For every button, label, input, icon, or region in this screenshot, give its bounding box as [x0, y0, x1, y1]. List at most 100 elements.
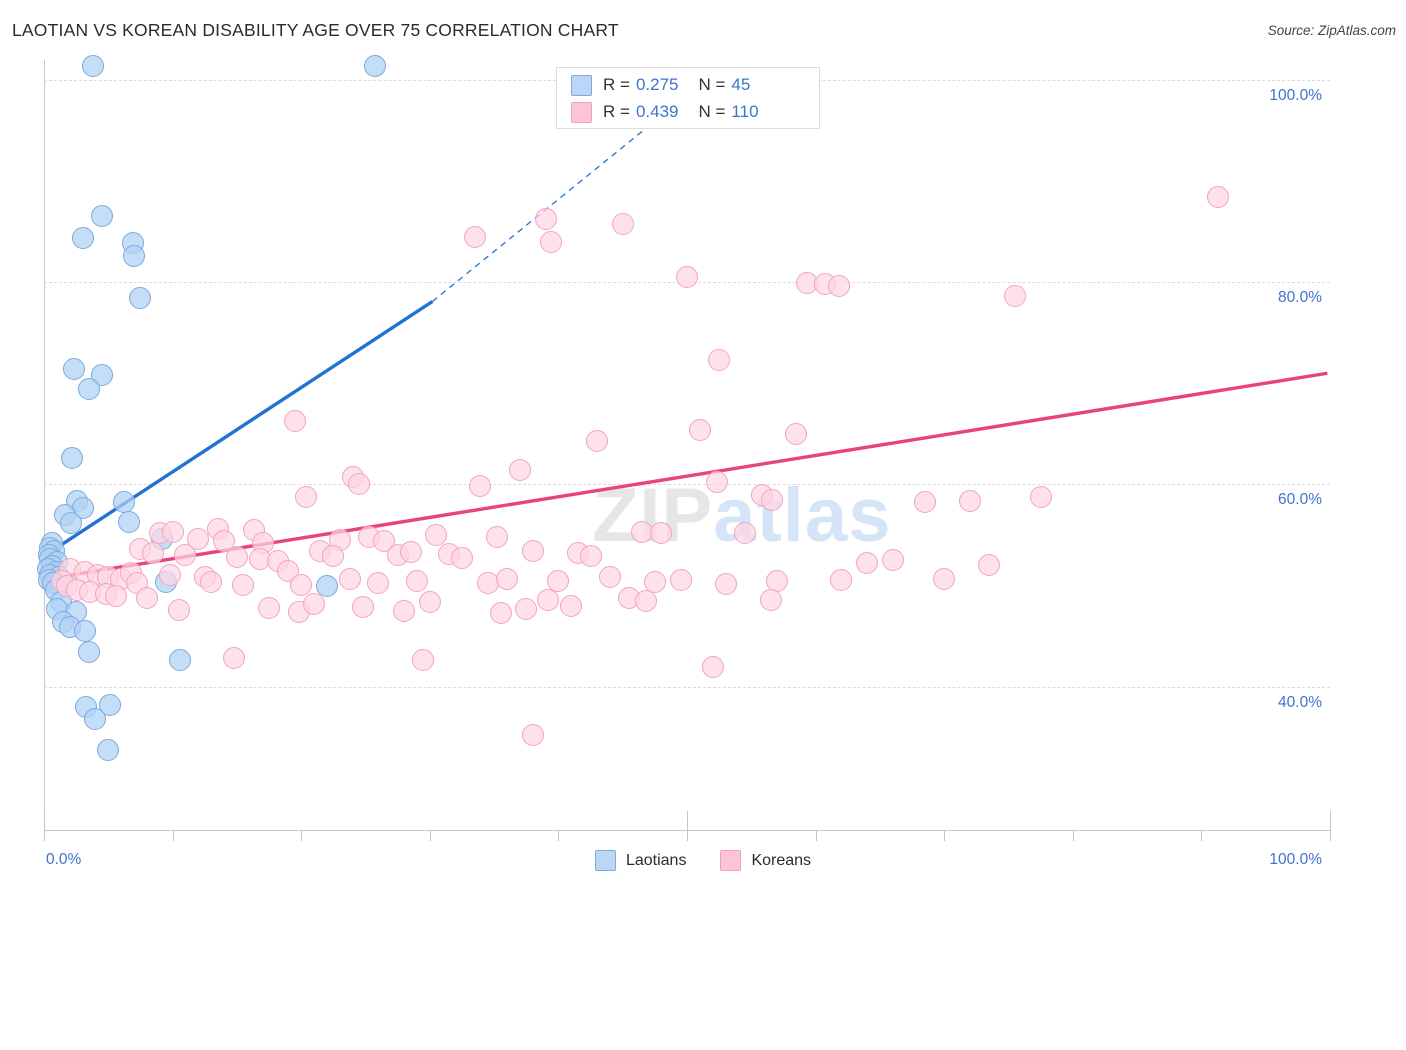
data-point-pink[interactable] [534, 207, 557, 230]
data-point-pink[interactable] [643, 571, 666, 594]
data-point-pink[interactable] [187, 527, 210, 550]
data-point-pink[interactable] [650, 521, 673, 544]
data-point-pink[interactable] [412, 649, 435, 672]
data-point-pink[interactable] [634, 589, 657, 612]
data-point-pink[interactable] [560, 594, 583, 617]
data-point-pink[interactable] [174, 544, 197, 567]
data-point-pink[interactable] [785, 422, 808, 445]
data-point-pink[interactable] [135, 586, 158, 609]
data-point-blue[interactable] [98, 693, 121, 716]
data-point-pink[interactable] [537, 588, 560, 611]
data-point-pink[interactable] [958, 489, 981, 512]
data-point-pink[interactable] [676, 266, 698, 289]
data-point-pink[interactable] [701, 656, 724, 679]
data-point-pink[interactable] [1029, 485, 1052, 508]
data-point-pink[interactable] [463, 225, 486, 248]
data-point-pink[interactable] [468, 475, 491, 498]
data-point-blue[interactable] [71, 226, 94, 249]
data-point-pink[interactable] [913, 490, 936, 513]
data-point-pink[interactable] [295, 485, 318, 508]
data-point-pink[interactable] [450, 547, 473, 570]
legend-item-koreans[interactable]: Koreans [720, 850, 811, 871]
data-point-pink[interactable] [521, 540, 544, 563]
data-point-pink[interactable] [393, 599, 416, 622]
data-point-pink[interactable] [1003, 285, 1026, 308]
data-point-pink[interactable] [405, 570, 428, 593]
data-point-pink[interactable] [223, 647, 246, 670]
data-point-pink[interactable] [515, 597, 538, 620]
legend-label-laotians: Laotians [625, 851, 687, 869]
data-point-blue[interactable] [315, 575, 338, 598]
x-tick-8 [1072, 830, 1074, 841]
data-point-pink[interactable] [258, 596, 281, 619]
data-point-pink[interactable] [200, 571, 223, 594]
data-point-pink[interactable] [225, 546, 248, 569]
data-point-pink[interactable] [348, 473, 371, 496]
data-point-pink[interactable] [705, 471, 728, 494]
data-point-blue[interactable] [60, 511, 82, 534]
data-point-pink[interactable] [213, 529, 236, 552]
data-point-pink[interactable] [290, 574, 313, 597]
data-point-pink[interactable] [881, 549, 904, 572]
data-point-blue[interactable] [169, 649, 192, 672]
data-point-pink[interactable] [539, 230, 562, 253]
data-point-blue[interactable] [129, 287, 152, 310]
data-point-pink[interactable] [351, 595, 374, 618]
data-point-blue[interactable] [61, 447, 84, 470]
data-point-pink[interactable] [159, 564, 182, 587]
data-point-pink[interactable] [418, 590, 441, 613]
data-point-pink[interactable] [830, 569, 853, 592]
data-point-pink[interactable] [489, 601, 512, 624]
data-point-pink[interactable] [339, 568, 362, 591]
data-point-pink[interactable] [399, 541, 422, 564]
data-point-blue[interactable] [97, 739, 120, 762]
data-point-pink[interactable] [485, 525, 508, 548]
data-point-pink[interactable] [708, 349, 731, 372]
data-point-pink[interactable] [933, 568, 956, 591]
data-point-pink[interactable] [283, 409, 306, 432]
data-point-pink[interactable] [232, 574, 255, 597]
data-point-pink[interactable] [1207, 186, 1230, 209]
data-point-pink[interactable] [688, 418, 711, 441]
data-point-pink[interactable] [547, 570, 570, 593]
data-point-blue[interactable] [78, 641, 100, 664]
x-tick-9 [1201, 830, 1203, 841]
data-point-pink[interactable] [669, 569, 692, 592]
data-point-pink[interactable] [425, 523, 448, 546]
x-tick-10 [1330, 811, 1331, 841]
data-point-pink[interactable] [495, 568, 518, 591]
data-point-blue[interactable] [84, 707, 107, 730]
data-point-pink[interactable] [827, 275, 850, 298]
data-point-pink[interactable] [760, 488, 783, 511]
data-point-pink[interactable] [733, 521, 756, 544]
data-point-pink[interactable] [521, 724, 544, 746]
data-point-blue[interactable] [123, 245, 146, 268]
data-point-blue[interactable] [62, 358, 85, 381]
legend-item-laotians[interactable]: Laotians [594, 850, 687, 871]
legend-swatch-laotians-icon [594, 850, 616, 871]
data-point-blue[interactable] [78, 378, 100, 401]
n-label-laotians: N = [698, 75, 726, 94]
data-point-pink[interactable] [367, 572, 390, 595]
data-point-pink[interactable] [168, 598, 191, 621]
data-point-pink[interactable] [856, 552, 879, 575]
data-point-pink[interactable] [585, 429, 608, 452]
data-point-pink[interactable] [161, 520, 184, 543]
data-point-pink[interactable] [142, 542, 165, 565]
data-point-pink[interactable] [322, 545, 345, 568]
data-point-blue[interactable] [363, 55, 386, 78]
data-point-blue[interactable] [117, 510, 140, 533]
data-point-pink[interactable] [978, 554, 1001, 577]
data-point-blue[interactable] [112, 490, 135, 513]
data-point-blue[interactable] [90, 204, 113, 227]
data-point-blue[interactable] [81, 55, 104, 78]
data-point-pink[interactable] [598, 566, 621, 589]
data-point-pink[interactable] [611, 212, 634, 235]
data-point-pink[interactable] [303, 592, 326, 615]
data-point-pink[interactable] [105, 584, 128, 607]
data-point-blue[interactable] [74, 619, 97, 642]
data-point-pink[interactable] [579, 545, 602, 568]
data-point-pink[interactable] [759, 588, 782, 611]
data-point-pink[interactable] [714, 573, 737, 596]
data-point-pink[interactable] [508, 459, 531, 482]
